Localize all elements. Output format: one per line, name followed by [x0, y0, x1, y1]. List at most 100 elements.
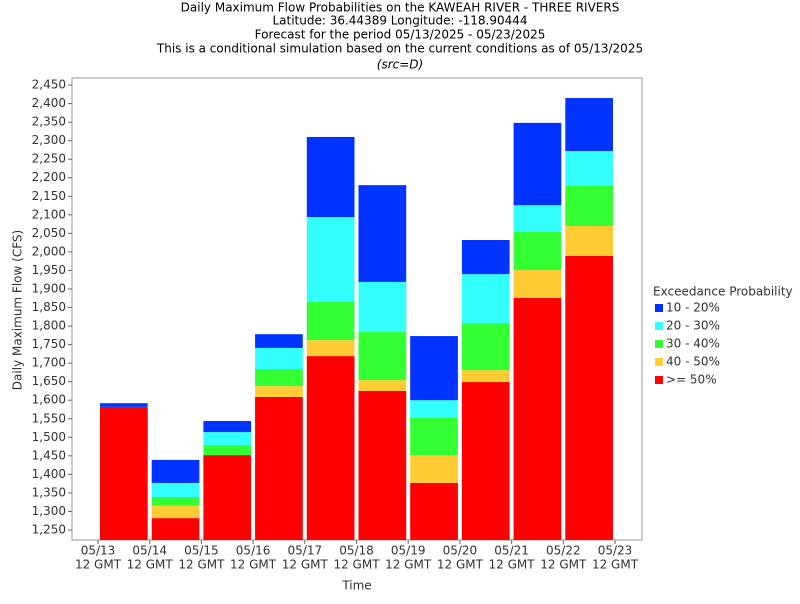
bar-segment	[358, 281, 407, 332]
x-tick-label: 12 GMT	[178, 558, 225, 572]
bar-segment	[565, 225, 613, 256]
x-axis-label: Time	[341, 579, 371, 593]
y-tick-label: 2,350	[32, 115, 66, 129]
y-tick-label: 1,350	[32, 485, 66, 499]
y-tick-label: 1,800	[32, 319, 66, 333]
x-tick-label: 05/15	[184, 544, 219, 558]
y-tick-label: 2,400	[32, 96, 66, 110]
bar-segment	[100, 406, 148, 540]
y-tick-label: 1,700	[32, 356, 66, 370]
y-tick-label: 1,300	[32, 504, 66, 518]
bar-segment	[513, 231, 562, 271]
x-tick-label: 05/22	[546, 544, 581, 558]
title-line: Daily Maximum Flow Probabilities on the …	[181, 1, 620, 15]
x-tick-label: 12 GMT	[385, 558, 432, 572]
y-tick-label: 2,000	[32, 244, 66, 258]
bar-segment	[565, 98, 613, 152]
legend-label: >= 50%	[666, 373, 717, 387]
y-tick-label: 1,400	[32, 467, 66, 481]
bar-segment	[461, 382, 510, 540]
bar-segment	[203, 445, 252, 456]
bar-segment	[410, 418, 458, 456]
bar-segment	[461, 274, 510, 324]
x-tick-label: 05/23	[598, 544, 633, 558]
y-tick-label: 2,250	[32, 152, 66, 166]
x-tick-label: 05/13	[81, 544, 116, 558]
bar-segment	[203, 455, 252, 540]
bar-segment	[358, 331, 407, 381]
bar-segment	[461, 370, 510, 383]
legend-swatch	[655, 322, 663, 330]
legend-swatch	[655, 358, 663, 366]
bar-segment	[513, 205, 562, 232]
bar-segment	[151, 505, 200, 519]
x-tick-label: 05/18	[339, 544, 374, 558]
x-tick-label: 05/16	[236, 544, 271, 558]
x-tick-label: 05/20	[443, 544, 478, 558]
legend-swatch	[655, 304, 663, 312]
title-line: Latitude: 36.44389 Longitude: -118.90444	[272, 14, 527, 28]
x-tick-label: 12 GMT	[230, 558, 277, 572]
y-tick-label: 1,750	[32, 337, 66, 351]
y-tick-label: 2,050	[32, 226, 66, 240]
bar-segment	[565, 151, 613, 186]
bar-segment	[151, 496, 200, 506]
y-tick-label: 1,650	[32, 374, 66, 388]
y-tick-label: 2,100	[32, 207, 66, 221]
x-tick-label: 12 GMT	[592, 558, 639, 572]
bar-segment	[513, 270, 562, 298]
bar-segment	[203, 432, 252, 446]
legend-label: 20 - 30%	[666, 319, 720, 333]
bar-segment	[255, 386, 303, 397]
y-tick-label: 2,450	[32, 78, 66, 92]
legend-title: Exceedance Probability	[653, 285, 793, 299]
bar-segment	[410, 482, 458, 540]
legend-label: 40 - 50%	[666, 355, 720, 369]
bar-segment	[358, 390, 407, 540]
bar-segment	[306, 136, 355, 218]
y-tick-label: 2,200	[32, 170, 66, 184]
y-tick-label: 2,150	[32, 189, 66, 203]
x-tick-label: 12 GMT	[489, 558, 536, 572]
y-axis-label: Daily Maximum Flow (CFS)	[11, 230, 25, 390]
bar-segment	[203, 420, 252, 433]
bar-segment	[151, 482, 200, 497]
x-tick-label: 05/14	[132, 544, 167, 558]
y-tick-label: 1,500	[32, 430, 66, 444]
x-tick-label: 05/17	[288, 544, 323, 558]
x-tick-label: 05/19	[391, 544, 426, 558]
x-tick-label: 12 GMT	[333, 558, 380, 572]
bar-segment	[410, 400, 458, 419]
bar-segment	[151, 518, 200, 540]
bar-segment	[410, 455, 458, 483]
bar-segment	[358, 380, 407, 391]
x-tick-label: 12 GMT	[437, 558, 484, 572]
x-tick-label: 12 GMT	[540, 558, 587, 572]
legend-label: 30 - 40%	[666, 337, 720, 351]
x-tick-label: 12 GMT	[282, 558, 329, 572]
y-tick-label: 1,900	[32, 281, 66, 295]
bar-segment	[255, 334, 303, 348]
title-block: Daily Maximum Flow Probabilities on the …	[156, 1, 643, 72]
legend-swatch	[655, 376, 663, 384]
bar-segment	[565, 255, 613, 540]
bar-segment	[565, 185, 613, 226]
bar-segment	[410, 336, 458, 401]
bar-segment	[255, 347, 303, 370]
y-tick-label: 1,950	[32, 263, 66, 277]
bar-segment	[306, 217, 355, 302]
legend-swatch	[655, 340, 663, 348]
y-tick-label: 1,250	[32, 522, 66, 536]
bar-segment	[306, 340, 355, 357]
bar-segment	[100, 403, 148, 407]
bar-segment	[513, 297, 562, 540]
bar-segment	[306, 301, 355, 341]
bar-segment	[358, 185, 407, 282]
title-line: Forecast for the period 05/13/2025 - 05/…	[255, 28, 546, 42]
bar-segment	[513, 122, 562, 206]
y-tick-label: 1,450	[32, 448, 66, 462]
y-tick-label: 1,850	[32, 300, 66, 314]
title-line: This is a conditional simulation based o…	[156, 42, 643, 56]
bar-segment	[255, 396, 303, 540]
